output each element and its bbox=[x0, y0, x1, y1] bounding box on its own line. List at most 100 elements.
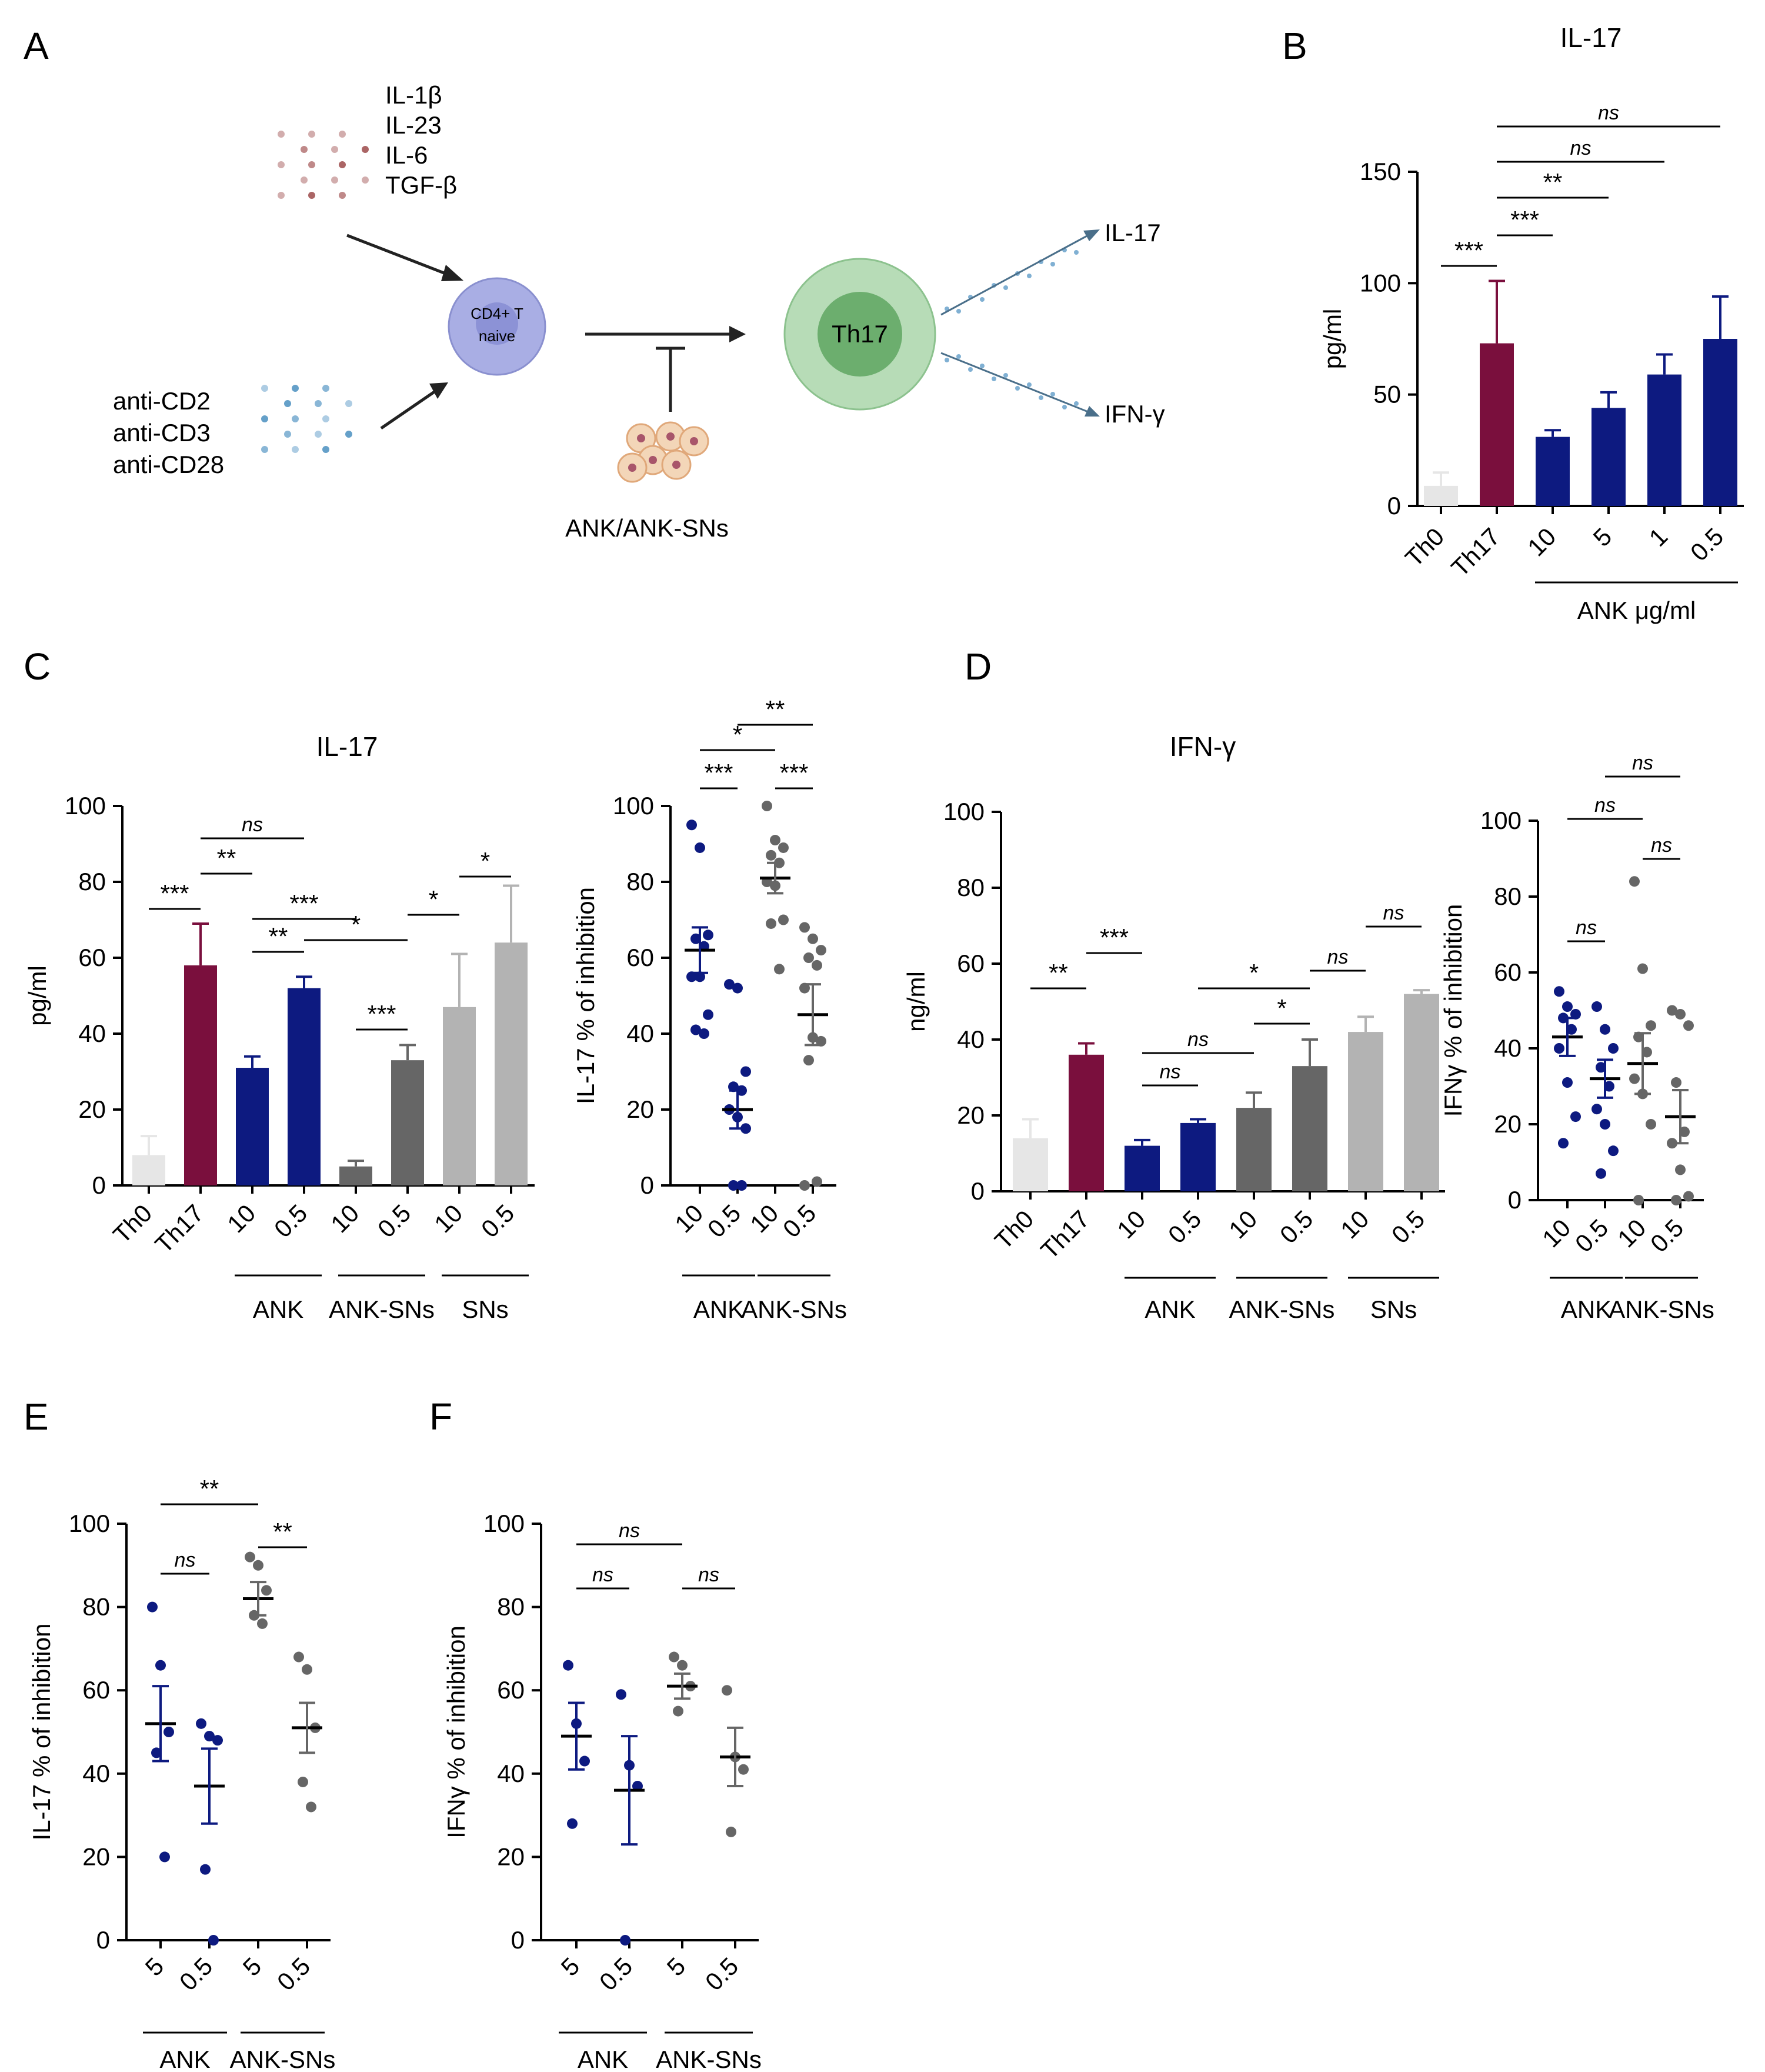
data-point bbox=[766, 850, 776, 861]
significance-label: *** bbox=[1454, 236, 1483, 264]
data-point bbox=[808, 933, 818, 944]
antibody-labels: anti-CD2 anti-CD3 anti-CD28 bbox=[113, 387, 224, 478]
group-label: ANK-SNs bbox=[1609, 1295, 1714, 1323]
data-point bbox=[579, 1755, 590, 1767]
data-point bbox=[766, 918, 776, 929]
y-tick-label: 40 bbox=[626, 1020, 654, 1047]
significance-label: ns bbox=[1383, 902, 1404, 924]
significance-label: ** bbox=[217, 844, 236, 872]
y-tick-label: 50 bbox=[1373, 381, 1401, 408]
antibody-dot bbox=[322, 385, 329, 392]
secretion-dot bbox=[1062, 405, 1067, 409]
data-point bbox=[1596, 1062, 1606, 1073]
data-point bbox=[690, 933, 701, 944]
significance-label: * bbox=[351, 911, 361, 938]
y-tick-label: 20 bbox=[626, 1095, 654, 1123]
data-point bbox=[726, 1826, 736, 1837]
data-point bbox=[1604, 1081, 1614, 1092]
secretion-dot bbox=[1039, 395, 1043, 400]
data-point bbox=[1683, 1191, 1694, 1202]
data-point bbox=[204, 1731, 215, 1742]
data-point bbox=[778, 842, 789, 853]
treatment-label: ANK/ANK-SNs bbox=[565, 514, 729, 542]
y-tick-label: 20 bbox=[957, 1101, 985, 1129]
data-point bbox=[699, 1028, 709, 1039]
data-point bbox=[703, 1009, 713, 1020]
significance-label: *** bbox=[367, 1000, 396, 1028]
data-point bbox=[722, 1685, 732, 1696]
data-point bbox=[728, 1180, 739, 1191]
cytokine-dot bbox=[278, 131, 285, 138]
antibody-dot bbox=[261, 385, 268, 392]
data-point bbox=[1671, 1077, 1681, 1088]
group-label: ANK-SNs bbox=[741, 1295, 847, 1323]
significance-label: ** bbox=[200, 1475, 219, 1503]
data-point bbox=[803, 1055, 814, 1066]
x-tick-label: Th17 bbox=[1035, 1205, 1095, 1264]
y-axis-label: ng/ml bbox=[902, 971, 930, 1032]
y-tick-label: 0 bbox=[1508, 1186, 1522, 1214]
data-point bbox=[1596, 1168, 1606, 1179]
significance-label: * bbox=[1277, 994, 1286, 1022]
data-point bbox=[1600, 1024, 1610, 1035]
data-point bbox=[1558, 1138, 1569, 1149]
x-tick-label: 0.5 bbox=[594, 1952, 638, 1996]
x-tick-label: 0.5 bbox=[702, 1199, 746, 1243]
significance-label: ns bbox=[1651, 834, 1672, 857]
y-tick-label: 40 bbox=[497, 1760, 525, 1787]
cytokine-dot bbox=[308, 161, 315, 168]
significance-label: ns bbox=[242, 814, 263, 836]
bar bbox=[1591, 408, 1626, 506]
antibody-dot bbox=[292, 385, 299, 392]
data-point bbox=[196, 1718, 206, 1729]
data-point bbox=[1683, 1020, 1694, 1031]
y-tick-label: 40 bbox=[78, 1020, 106, 1047]
x-tick-label: 0.5 bbox=[700, 1952, 744, 1996]
data-point bbox=[774, 964, 785, 975]
significance-label: ns bbox=[1632, 752, 1653, 774]
bar bbox=[1480, 343, 1514, 506]
x-tick-label: 5 bbox=[238, 1952, 267, 1981]
chart-title: IL-17 bbox=[1560, 22, 1622, 53]
data-point bbox=[1600, 1119, 1610, 1130]
antibody-dot bbox=[284, 400, 291, 407]
data-point bbox=[1637, 963, 1648, 974]
data-point bbox=[616, 1689, 626, 1700]
y-tick-label: 150 bbox=[1360, 158, 1401, 185]
secretion-dot bbox=[1050, 262, 1055, 267]
cytokine-label: IL-23 bbox=[385, 111, 442, 139]
data-point bbox=[293, 1651, 304, 1663]
panel-letter-c: C bbox=[24, 645, 51, 688]
y-tick-label: 20 bbox=[78, 1095, 106, 1123]
bar bbox=[1013, 1138, 1048, 1191]
y-tick-label: 80 bbox=[497, 1593, 525, 1621]
x-tick-label: 5 bbox=[140, 1952, 169, 1981]
secretion-dots bbox=[945, 248, 1079, 409]
secretion-dot bbox=[1003, 285, 1008, 290]
cytokine-dot bbox=[308, 192, 315, 199]
data-point bbox=[770, 835, 780, 846]
significance-label: ** bbox=[273, 1518, 292, 1545]
y-tick-label: 100 bbox=[613, 792, 654, 820]
data-point bbox=[245, 1551, 255, 1563]
y-tick-label: 80 bbox=[1494, 882, 1522, 910]
x-tick-label: Th0 bbox=[989, 1205, 1039, 1254]
y-tick-label: 40 bbox=[957, 1025, 985, 1053]
data-point bbox=[673, 1705, 683, 1717]
data-point bbox=[738, 1764, 749, 1775]
significance-label: *** bbox=[1510, 206, 1539, 234]
antibody-dot bbox=[322, 446, 329, 453]
naive-cell-label: CD4+ T bbox=[471, 305, 523, 322]
y-axis-label: pg/ml bbox=[24, 965, 51, 1026]
data-point bbox=[253, 1560, 263, 1571]
bar bbox=[339, 1166, 372, 1185]
data-point bbox=[812, 960, 822, 971]
bar bbox=[236, 1068, 269, 1185]
secretion-dot bbox=[1027, 274, 1032, 278]
y-tick-label: 40 bbox=[1494, 1034, 1522, 1062]
significance-label: ns bbox=[1570, 137, 1591, 159]
data-point bbox=[1570, 1111, 1581, 1122]
cytokine-label: IL-6 bbox=[385, 141, 428, 169]
